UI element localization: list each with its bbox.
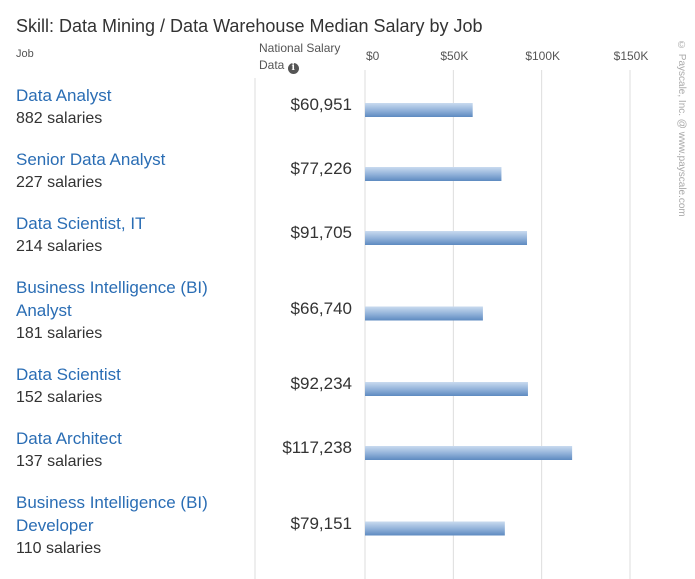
grid-layer [254, 70, 631, 579]
info-icon[interactable]: i [287, 63, 299, 74]
salary-value-label: $77,226 [290, 159, 352, 178]
job-row: Business Intelligence (BI) Developer 110 … [16, 491, 256, 560]
salary-count: 882 salaries [16, 110, 103, 127]
salary-bar[interactable] [365, 167, 502, 181]
x-tick-label: $50K [440, 49, 468, 63]
salary-count: 152 salaries [16, 389, 103, 406]
salary-column-header: National Salary Data i [259, 40, 340, 74]
job-title-link[interactable]: Business Intelligence (BI) Developer [16, 493, 208, 535]
x-tick-label: $150K [614, 49, 649, 63]
job-row: Senior Data Analyst 227 salaries [16, 148, 256, 194]
tick-layer: $0 $50K $100K $150K [366, 49, 648, 63]
job-column-header: Job [16, 48, 34, 60]
job-row: Data Architect 137 salaries [16, 427, 256, 473]
salary-column-header-line2: Data i [259, 57, 340, 74]
salary-count: 137 salaries [16, 453, 103, 470]
salary-bar[interactable] [365, 446, 573, 460]
job-title-link[interactable]: Data Scientist [16, 365, 121, 384]
x-tick-label: $0 [366, 49, 380, 63]
salary-column-header-line1: National Salary [259, 41, 341, 55]
job-title-link[interactable]: Data Architect [16, 429, 122, 448]
job-title-link[interactable]: Business Intelligence (BI) Analyst [16, 278, 208, 320]
x-tick-label: $100K [525, 49, 560, 63]
job-row: Data Scientist 152 salaries [16, 363, 256, 409]
salary-value-label: $117,238 [282, 438, 352, 457]
salary-bar[interactable] [365, 382, 528, 396]
job-title-link[interactable]: Data Scientist, IT [16, 214, 146, 233]
job-title-link[interactable]: Data Analyst [16, 86, 112, 105]
salary-value-label: $66,740 [290, 298, 352, 318]
bar-layer [365, 103, 573, 536]
chart-title: Skill: Data Mining / Data Warehouse Medi… [16, 16, 483, 36]
salary-bar[interactable] [365, 103, 473, 117]
job-row: Data Scientist, IT 214 salaries [16, 212, 256, 258]
job-title-link[interactable]: Senior Data Analyst [16, 150, 166, 169]
salary-bar[interactable] [365, 521, 505, 536]
salary-count: 110 salaries [16, 540, 102, 557]
salary-value-label: $92,234 [290, 374, 352, 393]
salary-count: 181 salaries [16, 325, 103, 342]
salary-count: 214 salaries [16, 238, 103, 255]
salary-bar[interactable] [365, 231, 528, 245]
job-row: Data Analyst 882 salaries [16, 84, 256, 130]
salary-value-label: $91,705 [290, 223, 352, 242]
salary-bar[interactable] [365, 306, 483, 321]
salary-count: 227 salaries [16, 174, 103, 191]
copyright-watermark: © Payscale, Inc. @ www.payscale.com [676, 40, 687, 217]
salary-value-label: $60,951 [290, 95, 352, 114]
salary-value-label: $79,151 [290, 513, 352, 533]
salary-column-header-line2-text: Data [259, 58, 285, 72]
job-row: Business Intelligence (BI) Analyst 181 sa… [16, 276, 256, 345]
